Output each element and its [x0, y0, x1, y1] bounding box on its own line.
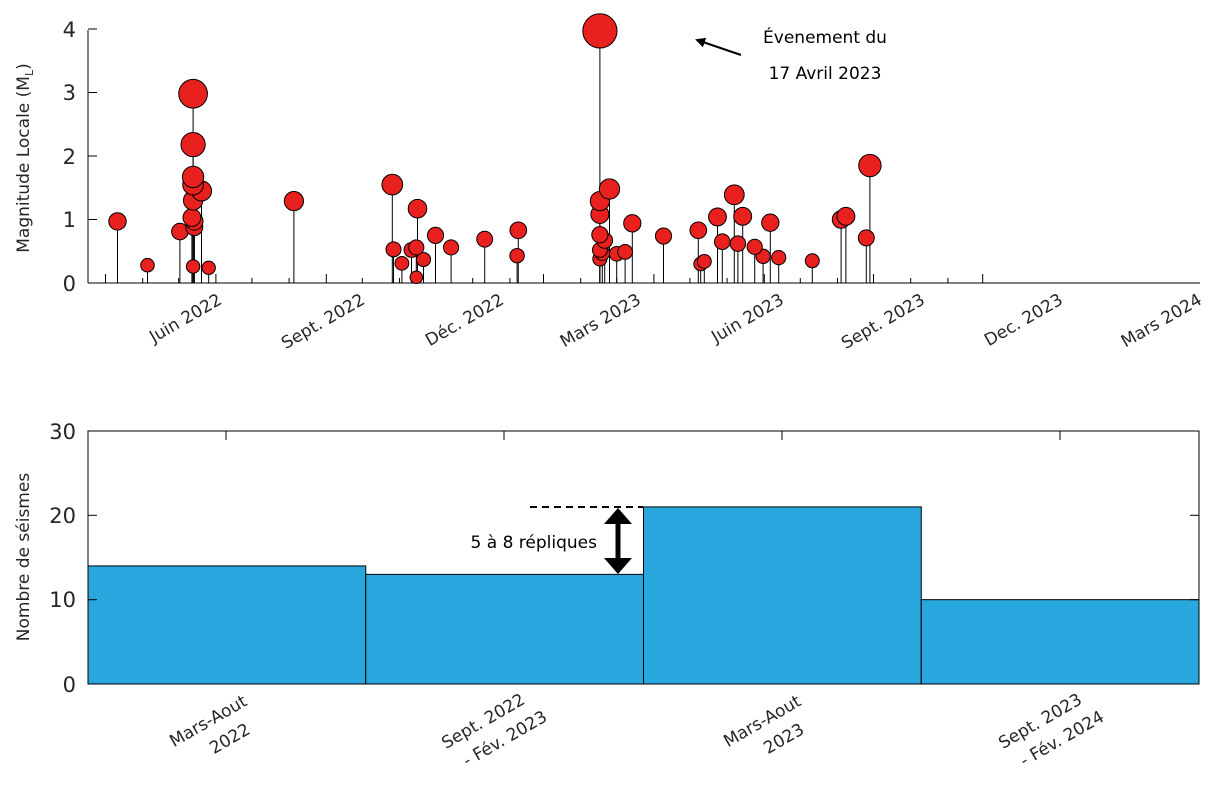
magnitude-marker [598, 178, 621, 200]
magnitude-marker [746, 238, 763, 255]
magnitude-stems [108, 13, 882, 285]
x-tick-label-juin-2023: Juin 2023 [707, 290, 787, 348]
bar-y-tick-label: 30 [49, 420, 76, 444]
repliques-arrow-down [604, 558, 632, 574]
magnitude-marker [426, 226, 445, 244]
magnitude-y-label-main: Magnitude Locale (M [14, 76, 34, 253]
seismes-bar [365, 573, 644, 685]
bar-y-tick-label: 10 [49, 588, 76, 612]
magnitude-x-axis: Juin 2022 Sept. 2022 Déc. 2022 Mars 2023… [88, 274, 1206, 354]
bar-y-axis: 0 10 20 30 Nombre de séismes [14, 420, 1199, 697]
magnitude-marker [394, 255, 410, 271]
bar-chart-frame [87, 430, 1200, 685]
x-tick-label-dec-2023: Dec. 2023 [981, 290, 1066, 351]
magnitude-marker [723, 184, 745, 206]
seismes-bar [87, 565, 367, 685]
x-tick-label-sept-2022: Sept. 2022 [278, 290, 368, 354]
bar-category-label: Mars-Aout2023 [720, 691, 818, 774]
magnitude-marker [182, 208, 202, 227]
event-annotation-line1: Évenement du [763, 26, 887, 48]
magnitude-y-label-subscript: L [23, 69, 36, 76]
magnitude-marker [836, 206, 856, 226]
bar-category-label: Mars-Aout2022 [166, 691, 264, 774]
magnitude-marker [509, 247, 525, 264]
magnitude-marker [696, 253, 712, 269]
bar-x-ticks [225, 431, 1061, 440]
magnitude-marker [761, 213, 780, 232]
seismes-bar [643, 506, 922, 685]
magnitude-marker [108, 212, 127, 231]
magnitude-y-axis: 0 1 2 3 4 Magnitude Locale (ML) [14, 18, 97, 296]
magnitude-marker [509, 221, 528, 240]
magnitude-marker [771, 249, 787, 266]
magnitude-y-tick-label: 4 [63, 18, 76, 42]
magnitude-marker [713, 233, 731, 251]
magnitude-marker [591, 226, 609, 244]
event-annotation-arrow [695, 37, 742, 56]
bar-y-tick-label: 20 [49, 504, 76, 528]
magnitude-y-tick-label: 1 [63, 208, 76, 232]
bar-x-labels: Mars-Aout2022 Sept. 2022- Fév. 2023 Mars… [166, 685, 1107, 776]
x-tick-label-juin-2022: Juin 2022 [145, 290, 225, 348]
magnitude-marker [617, 244, 633, 260]
magnitude-y-axis-label: Magnitude Locale (ML) [14, 63, 36, 252]
seismes-bars [87, 506, 1200, 685]
magnitude-marker [857, 229, 875, 247]
magnitude-marker [443, 239, 460, 256]
magnitude-y-tick-label: 3 [63, 81, 76, 105]
magnitude-marker [408, 239, 425, 256]
repliques-annotation: 5 à 8 répliques [471, 506, 643, 574]
magnitude-marker [623, 214, 642, 233]
repliques-arrow-up [604, 508, 632, 524]
event-annotation: Évenement du 17 Avril 2023 [695, 26, 887, 84]
magnitude-marker [178, 78, 208, 109]
magnitude-marker [804, 253, 820, 269]
magnitude-marker [407, 198, 428, 219]
magnitude-marker [283, 190, 305, 212]
magnitude-marker [858, 153, 882, 178]
magnitude-marker [181, 165, 205, 189]
magnitude-marker [415, 251, 432, 268]
magnitude-marker [140, 257, 155, 273]
x-tick-label-sept-2023: Sept. 2023 [838, 290, 928, 354]
magnitude-y-tick-label: 2 [63, 145, 76, 169]
bar-category-label: Sept. 2022- Fév. 2023 [438, 685, 550, 776]
magnitude-marker [381, 173, 404, 196]
magnitude-marker [180, 131, 206, 158]
magnitude-marker [582, 13, 618, 49]
seismes-bar-chart: 0 10 20 30 Nombre de séismes Mars-Aout20… [14, 420, 1200, 776]
x-tick-label-mars-2023: Mars 2023 [557, 290, 645, 352]
repliques-label: 5 à 8 répliques [471, 533, 598, 553]
magnitude-marker [689, 221, 708, 240]
magnitude-x-ticks [105, 274, 984, 283]
magnitude-marker [185, 259, 201, 274]
x-tick-label-dec-2022: Déc. 2022 [422, 290, 507, 351]
magnitude-marker [708, 207, 727, 227]
magnitude-marker [385, 241, 402, 258]
magnitude-marker [729, 235, 747, 252]
magnitude-marker [409, 270, 424, 285]
bar-y-tick-label: 0 [63, 673, 76, 697]
magnitude-y-label-close: ) [14, 63, 34, 70]
magnitude-y-tick-label: 0 [63, 272, 76, 296]
event-annotation-line2: 17 Avril 2023 [769, 64, 882, 84]
magnitude-marker [201, 260, 216, 275]
x-tick-label-mars-2024: Mars 2024 [1118, 290, 1206, 352]
bar-y-axis-label: Nombre de séismes [14, 473, 34, 642]
magnitude-marker [476, 230, 494, 248]
seismes-bar [920, 599, 1200, 685]
magnitude-marker [654, 227, 673, 245]
bar-category-label: Sept. 2023- Fév. 2024 [995, 685, 1107, 776]
magnitude-stem-plot: 0 1 2 3 4 Magnitude Locale (ML) Juin 202… [14, 13, 1206, 354]
magnitude-marker [733, 206, 753, 226]
